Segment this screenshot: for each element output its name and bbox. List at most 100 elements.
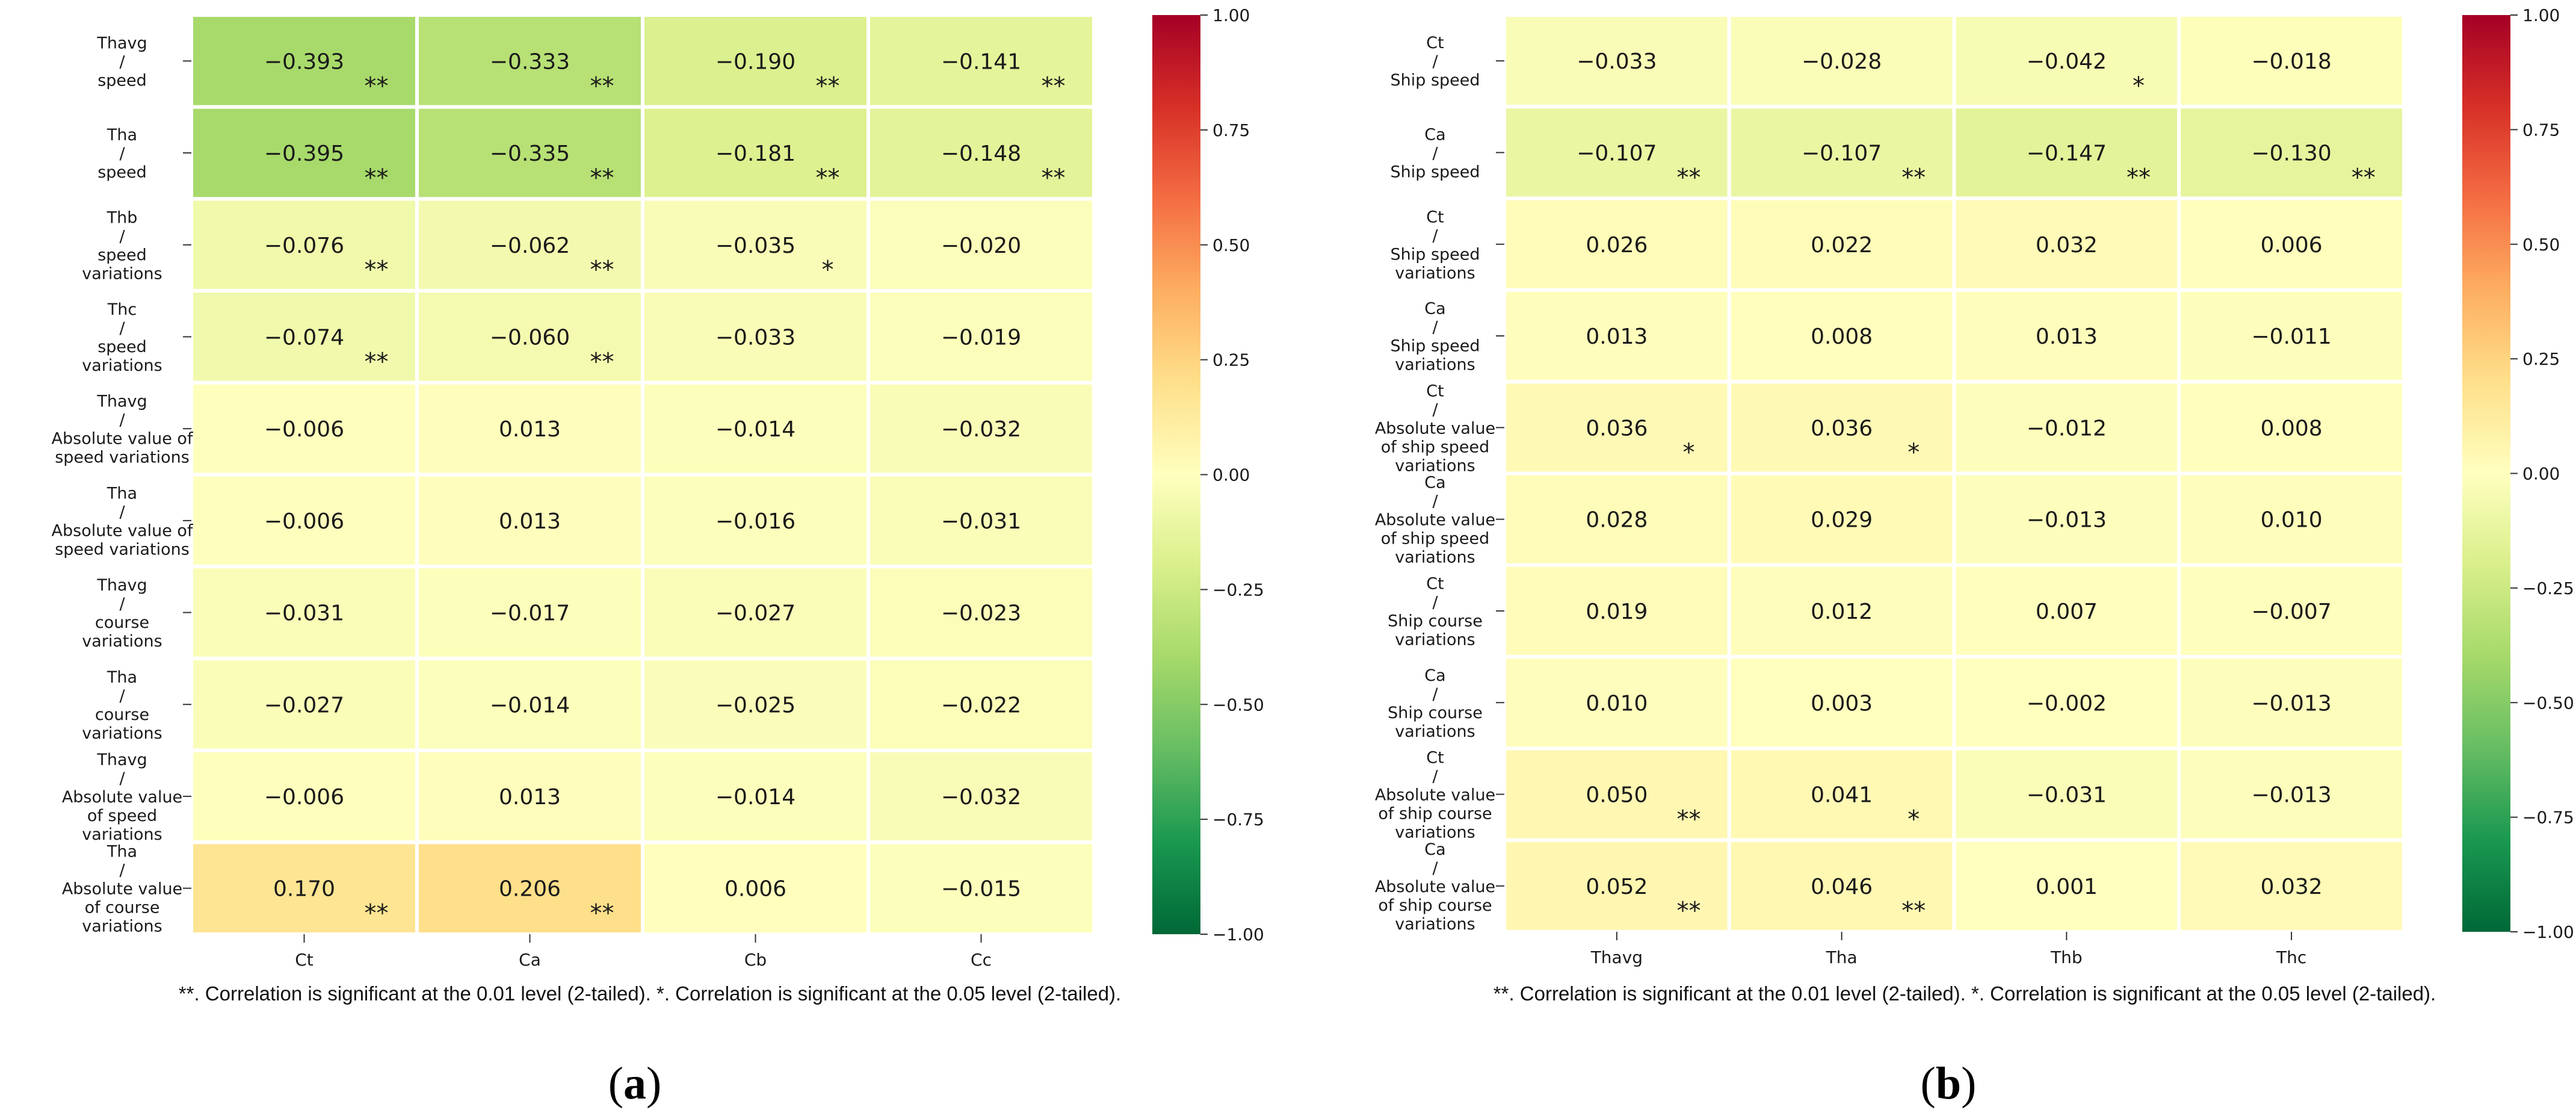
significance-marker: ** — [2127, 164, 2151, 191]
cell-value-label: −0.022 — [941, 693, 1021, 718]
colorbar-tick-label: 0.50 — [1212, 235, 1250, 255]
cell-value-label: 0.007 — [2036, 600, 2098, 624]
cell-value-label: −0.014 — [715, 785, 795, 810]
cell-value-label: −0.020 — [941, 234, 1021, 258]
heatmap-cell — [2177, 105, 2406, 200]
colorbar-tick-label: 0.75 — [1212, 120, 1250, 140]
cell-value-label: 0.046 — [1811, 875, 1873, 899]
colorbar-tick-label: −0.50 — [2522, 693, 2574, 713]
cell-value-label: 0.041 — [1811, 783, 1873, 808]
heatmap-cell — [2177, 288, 2406, 384]
cell-value-label: −0.107 — [1577, 141, 1657, 166]
heatmap-cell — [1503, 838, 1731, 934]
row-label: Tha / speed — [97, 126, 147, 182]
cell-value-label: 0.008 — [1811, 324, 1873, 349]
cell-value-label: 0.206 — [499, 877, 561, 902]
heatmap-panel-a: −0.393**−0.333**−0.190**−0.141**−0.395**… — [52, 5, 1264, 1109]
cell-value-label: −0.148 — [941, 141, 1021, 166]
significance-marker: ** — [1901, 897, 1926, 925]
cell-value-label: 0.032 — [2261, 875, 2323, 899]
panel-caption: (b) — [1921, 1058, 1977, 1109]
row-label: Ca / Ship speed — [1390, 125, 1480, 181]
heatmap-cell — [2177, 196, 2406, 292]
significance-marker: ** — [1676, 805, 1700, 833]
cell-value-label: −0.012 — [2027, 416, 2107, 441]
heatmap-cell — [1952, 471, 2181, 567]
cell-value-label: −0.181 — [715, 141, 795, 166]
cell-value-label: −0.190 — [715, 49, 795, 74]
cell-value-label: 0.008 — [2261, 416, 2323, 441]
heatmap-cell — [1503, 746, 1731, 842]
significance-marker: ** — [590, 164, 614, 192]
colorbar — [2462, 15, 2510, 932]
significance-marker: ** — [365, 72, 389, 100]
cell-value-label: −0.031 — [941, 509, 1021, 534]
cell-value-label: 0.013 — [2036, 324, 2098, 349]
row-label: Tha / course variations — [82, 668, 162, 743]
colorbar-tick-label: −0.75 — [2522, 808, 2574, 828]
heatmap-cell — [415, 289, 644, 385]
cell-value-label: −0.019 — [941, 325, 1021, 350]
column-label: Cc — [971, 950, 992, 970]
cell-value-label: −0.027 — [264, 693, 344, 718]
row-label: Thb / speed variations — [82, 208, 162, 283]
cell-value-label: 0.019 — [1586, 600, 1648, 624]
cell-value-label: −0.013 — [2252, 783, 2332, 808]
cell-value-label: −0.031 — [264, 601, 344, 626]
heatmap-cell — [641, 473, 870, 569]
heatmap-cell — [866, 289, 1096, 385]
cell-value-label: 0.010 — [2261, 508, 2323, 533]
heatmap-cell — [1727, 105, 1956, 200]
cell-value-label: −0.074 — [264, 325, 344, 350]
column-label: Thavg — [1590, 947, 1643, 967]
cell-value-label: −0.141 — [941, 49, 1021, 74]
significance-marker: ** — [816, 164, 840, 192]
significance-marker: * — [2133, 72, 2145, 100]
row-label: Ct / Ship speed — [1390, 34, 1480, 90]
cell-value-label: 0.026 — [1586, 233, 1648, 258]
cell-value-label: −0.395 — [264, 141, 344, 166]
cell-value-label: −0.042 — [2027, 49, 2107, 74]
heatmap-cell — [1503, 471, 1731, 567]
column-label: Ca — [519, 950, 541, 970]
heatmap-cell — [1727, 471, 1956, 567]
cell-value-label: −0.006 — [264, 785, 344, 810]
heatmap-cell — [1952, 196, 2181, 292]
colorbar-tick-label: −0.25 — [2522, 578, 2574, 598]
colorbar-tick-label: 1.00 — [1212, 5, 1250, 25]
heatmap-cell — [415, 380, 644, 477]
heatmap-cell — [415, 13, 644, 109]
cell-value-label: −0.006 — [264, 417, 344, 442]
heatmap-cell — [190, 656, 419, 752]
cell-value-label: 0.028 — [1586, 508, 1648, 533]
cell-value-label: −0.014 — [715, 417, 795, 442]
colorbar — [1152, 15, 1200, 934]
heatmap-panel-b: −0.033 −0.028 −0.042*−0.018−0.107**−0.107*… — [1375, 5, 2574, 1109]
row-label: Tha / Absolute value of speed variations — [52, 484, 194, 559]
significance-marker: ** — [1676, 897, 1700, 925]
heatmap-cell — [190, 473, 419, 569]
heatmap-cell — [866, 13, 1096, 109]
heatmap-cell — [2177, 746, 2406, 842]
cell-value-label: 0.013 — [499, 509, 561, 534]
heatmap-cell — [641, 656, 870, 752]
heatmap-cell — [190, 840, 419, 937]
heatmap-cell — [1503, 655, 1731, 751]
cell-value-label: 0.013 — [499, 785, 561, 810]
cell-value-label: −0.062 — [490, 234, 570, 258]
heatmap-cell — [641, 380, 870, 477]
heatmap-cell — [2177, 563, 2406, 659]
significance-marker: ** — [1901, 164, 1926, 191]
cell-value-label: −0.028 — [1802, 49, 1882, 74]
cell-value-label: 0.036 — [1811, 416, 1873, 441]
cell-value-label: 0.050 — [1586, 783, 1648, 808]
heatmap-cell — [866, 197, 1096, 293]
row-label: Thavg / speed — [96, 34, 147, 90]
cell-value-label: −0.027 — [715, 601, 795, 626]
row-label: Ca / Ship speed variations — [1390, 300, 1480, 374]
colorbar-tick-label: 0.50 — [2522, 235, 2560, 255]
cell-value-label: −0.017 — [490, 601, 570, 626]
cell-value-label: 0.010 — [1586, 691, 1648, 716]
significance-marker: ** — [590, 900, 614, 928]
